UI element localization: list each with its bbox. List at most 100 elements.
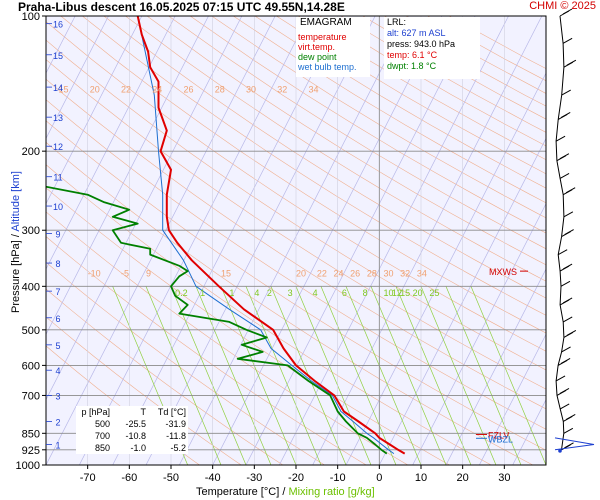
altitude-tick-label: 4 <box>55 366 60 376</box>
y-tick-label: 500 <box>22 325 40 337</box>
wind-barb-feather <box>564 442 574 449</box>
mixing-ratio-line <box>420 286 497 465</box>
mixing-ratio-label-low: 0.2 <box>175 288 188 298</box>
y-tick-label: 1000 <box>16 460 40 472</box>
mixing-ratio-line <box>470 286 546 465</box>
y-axis-label-altitude: Altitude [km] <box>10 171 22 232</box>
lrl-alt: alt: 627 m ASL <box>387 28 446 38</box>
mixing-ratio-label-low: 3 <box>288 288 293 298</box>
temperature-line <box>136 16 406 455</box>
x-tick-label: -70 <box>80 472 96 484</box>
mixing-ratio-line <box>445 286 522 465</box>
lrl-info-box: LRL: alt: 627 m ASL press: 943.0 hPa tem… <box>384 17 480 79</box>
altitude-tick-label: 14 <box>53 83 63 93</box>
legend-item-temperature: temperature <box>298 32 347 42</box>
dry-adiabat-line <box>125 16 546 282</box>
isotherm-line <box>212 16 443 465</box>
mixing-ratio-line <box>220 286 297 465</box>
isotherm-line <box>312 16 543 465</box>
mixing-ratio-label-low: 20 <box>413 288 423 298</box>
mixing-ratio-line <box>195 286 272 465</box>
mixing-ratio-line <box>345 286 422 465</box>
brand-label: CHMI © 2025 <box>529 0 596 12</box>
dry-adiabat-line <box>146 16 546 266</box>
y-tick-label: 700 <box>22 390 40 402</box>
dry-adiabat-line <box>46 59 546 390</box>
y-axis-label-pressure: Pressure [hPa] <box>10 240 22 313</box>
mixing-ratio-label-top: 30 <box>246 84 256 94</box>
isotherm-line <box>179 16 409 465</box>
wind-barb <box>555 375 566 382</box>
wind-barb-feather <box>565 187 576 194</box>
isotherm-line <box>46 16 243 401</box>
mixing-ratio-label-low: 2 <box>267 288 272 298</box>
wind-surface-dot <box>558 449 562 453</box>
isotherm-line <box>79 16 309 465</box>
mixing-ratio-label-mid: 28 <box>367 268 377 278</box>
altitude-tick-label: 10 <box>53 202 63 212</box>
isotherm-line <box>145 16 376 465</box>
y-tick-label: 600 <box>22 360 40 372</box>
mixing-ratio-line <box>295 286 372 465</box>
chart-title: Praha-Libus descent 16.05.2025 07:15 UTC… <box>18 0 345 14</box>
mixing-ratio-label-low: 1 <box>229 288 234 298</box>
isotherm-line <box>112 16 343 465</box>
isotherm-line <box>579 16 600 465</box>
mixing-ratio-label-top: 32 <box>277 84 287 94</box>
dry-adiabat-line <box>233 16 546 204</box>
wind-barb <box>563 427 574 434</box>
dry-adiabat-line <box>60 16 546 334</box>
isotherm-line <box>279 16 509 465</box>
dry-adiabat-line <box>82 16 546 316</box>
lrl-dwpt: dwpt: 1.8 °C <box>387 61 437 71</box>
wind-barb-feather <box>564 229 574 236</box>
wind-barb <box>555 135 566 142</box>
mixing-ratio-label-low: 25 <box>429 288 439 298</box>
mixing-ratio-label-top: 15 <box>59 84 69 94</box>
lrl-press: press: 943.0 hPa <box>387 39 456 49</box>
mixing-ratio-label-low: 4 <box>313 288 318 298</box>
mixing-ratio-label-mid: 32 <box>400 268 410 278</box>
mixing-ratio-line <box>145 286 222 465</box>
mixing-ratio-label-mid: 22 <box>317 268 327 278</box>
dry-adiabat-line <box>103 16 546 299</box>
isotherm-line <box>46 16 276 465</box>
wind-profile-line <box>555 15 565 450</box>
x-tick-label: 0 <box>376 472 382 484</box>
cell-t: -1.0 <box>130 443 146 453</box>
x-tick-label: -60 <box>121 472 137 484</box>
wind-barb-feather <box>562 8 573 15</box>
wind-barb <box>561 346 571 353</box>
wind-barb-feather <box>559 388 570 394</box>
x-tick-label: 20 <box>457 472 469 484</box>
altitude-tick-label: 8 <box>55 259 60 269</box>
lrl-temp: temp: 6.1 °C <box>387 50 438 60</box>
mixing-ratio-line <box>395 286 472 465</box>
altitude-tick-label: 9 <box>55 229 60 239</box>
isotherm-line <box>345 72 546 465</box>
dry-adiabat-line <box>190 16 546 234</box>
y-axis-label-slash: / <box>10 231 22 241</box>
mixing-ratio-label-low: 8 <box>363 288 368 298</box>
wind-barb-feather <box>560 357 571 364</box>
y-tick-label: 200 <box>22 146 40 158</box>
altitude-tick-label: 1 <box>55 440 60 450</box>
pressure-table-header: p [hPa] T Td [°C] <box>76 406 188 418</box>
wind-barb-feather <box>566 414 576 420</box>
wind-barb-surface <box>554 443 595 451</box>
wind-barb-feather <box>562 263 573 270</box>
mixing-ratio-line <box>320 286 397 465</box>
x-tick-label: -30 <box>246 472 262 484</box>
wind-barb-feather <box>566 59 577 66</box>
y-tick-label: 850 <box>22 428 40 440</box>
x-tick-label: 30 <box>498 472 510 484</box>
wind-barb-feather <box>562 297 573 304</box>
cell-td: -5.2 <box>170 443 186 453</box>
mixing-ratio-label-low: 6 <box>342 288 347 298</box>
x-tick-label: -20 <box>288 472 304 484</box>
legend-item-dew-point: dew point <box>298 52 337 62</box>
header-p: p [hPa] <box>81 407 110 417</box>
legend-item-virt-temp: virt.temp. <box>298 42 336 52</box>
mixing-ratio-line <box>370 286 447 465</box>
